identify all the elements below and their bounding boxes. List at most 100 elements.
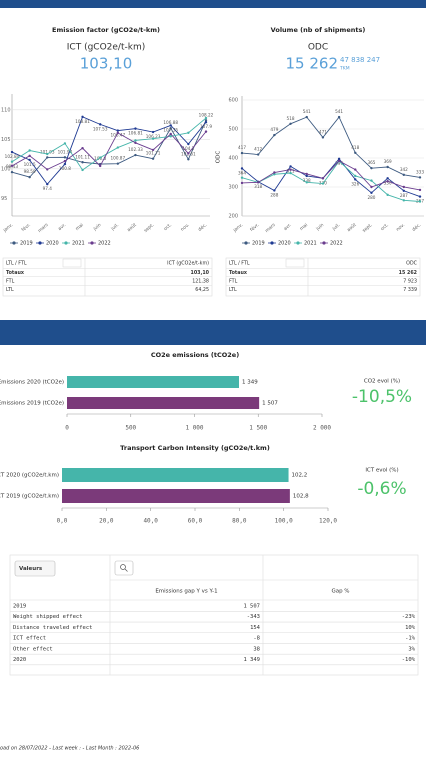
point bbox=[305, 174, 308, 178]
x-tick-label: 1 500 bbox=[249, 425, 267, 432]
legend-label[interactable]: 2020 bbox=[278, 241, 291, 247]
point bbox=[305, 181, 308, 184]
data-label: 330 bbox=[384, 180, 392, 185]
series-line bbox=[11, 120, 207, 178]
point bbox=[354, 151, 357, 154]
table-cell: 121,38 bbox=[192, 279, 209, 285]
data-label: 338 bbox=[303, 178, 311, 183]
point bbox=[418, 195, 422, 198]
point bbox=[63, 159, 67, 163]
point bbox=[289, 122, 292, 125]
point bbox=[337, 157, 341, 161]
data-label: 107.35 bbox=[163, 127, 178, 132]
x-tick-label: 120,0 bbox=[319, 518, 337, 525]
data-label: 412 bbox=[254, 147, 262, 152]
values-button[interactable] bbox=[14, 560, 56, 577]
table-cell: 3% bbox=[408, 646, 415, 652]
point bbox=[81, 146, 84, 150]
x-tick-label: 0,0 bbox=[57, 518, 68, 525]
data-label: 97.4 bbox=[43, 186, 53, 191]
point bbox=[321, 182, 325, 185]
y-tick-label: 600 bbox=[228, 98, 238, 104]
x-tick-label: mars bbox=[264, 222, 277, 234]
table-header: ICT (gCO2e/t-km) bbox=[167, 261, 209, 267]
values-button-label[interactable]: Valeurs bbox=[19, 566, 43, 572]
point bbox=[116, 162, 120, 165]
point bbox=[273, 189, 276, 192]
data-label: 365 bbox=[367, 160, 375, 165]
data-label: 102.33 bbox=[128, 147, 143, 152]
table-header: ODC bbox=[406, 261, 417, 267]
table-cell: 1 349 bbox=[243, 657, 260, 663]
point bbox=[151, 157, 155, 160]
point bbox=[289, 171, 292, 175]
x-tick-label: 40,0 bbox=[143, 518, 158, 525]
legend-label[interactable]: 2021 bbox=[304, 241, 317, 247]
x-tick-label: 2 000 bbox=[313, 425, 331, 432]
point bbox=[321, 177, 325, 180]
legend-label[interactable]: 2019 bbox=[20, 241, 33, 247]
chart-title: CO2e emissions (tCO2e) bbox=[151, 351, 239, 359]
point bbox=[354, 168, 357, 171]
search-box[interactable] bbox=[114, 560, 134, 576]
x-tick-label: oct. bbox=[163, 222, 173, 232]
point bbox=[134, 127, 137, 130]
legend-label[interactable]: 2021 bbox=[72, 241, 85, 247]
point bbox=[305, 115, 308, 119]
table-cell: -10% bbox=[402, 657, 416, 663]
legend-label[interactable]: 2022 bbox=[98, 241, 111, 247]
x-tick-label: sept. bbox=[143, 222, 155, 234]
table-header: LTL / FTL bbox=[229, 261, 250, 267]
category-label: ICT 2019 (gCO2e/t.km) bbox=[0, 494, 59, 500]
legend-label[interactable]: 2020 bbox=[46, 241, 59, 247]
x-tick-label: avr. bbox=[57, 222, 67, 232]
series-line bbox=[241, 116, 421, 178]
point bbox=[240, 151, 244, 155]
point bbox=[204, 130, 208, 133]
category-label: Emissions 2019 (tCO2e) bbox=[0, 401, 64, 407]
point bbox=[402, 189, 406, 192]
x-tick-label: avr. bbox=[283, 222, 293, 232]
search-box[interactable] bbox=[62, 258, 82, 268]
point bbox=[151, 148, 155, 152]
data-label: 541 bbox=[335, 109, 343, 114]
value-label: 1 349 bbox=[242, 380, 258, 386]
x-tick-label: févr. bbox=[20, 221, 32, 233]
data-label: 108.81 bbox=[75, 119, 90, 124]
table-header: Gap % bbox=[331, 589, 349, 595]
search-box[interactable] bbox=[285, 258, 305, 268]
legend-label[interactable]: 2022 bbox=[330, 241, 343, 247]
table-frame bbox=[9, 554, 419, 676]
data-label: 471 bbox=[319, 129, 327, 134]
data-label: 101.93 bbox=[40, 149, 55, 154]
data-label: 100.8 bbox=[59, 166, 71, 171]
table-cell: 10% bbox=[405, 625, 416, 631]
panel-secondary-unit: TKM bbox=[339, 66, 350, 72]
y-tick-label: 400 bbox=[228, 156, 238, 162]
data-label: 101.11 bbox=[75, 154, 90, 159]
data-label: 371 bbox=[287, 168, 295, 173]
point bbox=[256, 181, 260, 184]
x-tick-label: juil. bbox=[109, 222, 120, 232]
footer: oad on 28/07/2022 - Last week : - Last M… bbox=[0, 746, 139, 752]
point bbox=[240, 167, 244, 170]
series-line bbox=[241, 160, 421, 202]
x-tick-label: déc. bbox=[196, 221, 208, 232]
legend-label[interactable]: 2019 bbox=[252, 241, 265, 247]
point bbox=[402, 199, 406, 202]
data-label: 101.94 bbox=[58, 149, 73, 154]
y-axis-label: ODC bbox=[216, 151, 222, 164]
y-tick-label: 105 bbox=[1, 137, 11, 143]
table-cell: Totaux bbox=[6, 270, 25, 276]
x-tick-label: mai bbox=[299, 222, 309, 232]
series-line bbox=[241, 160, 421, 191]
point bbox=[46, 182, 49, 186]
category-label: ICT 2020 (gCO2e/t.km) bbox=[0, 473, 59, 479]
data-label: 418 bbox=[351, 145, 359, 150]
point bbox=[418, 188, 422, 192]
x-tick-label: janv. bbox=[231, 222, 244, 234]
data-label: 106.88 bbox=[163, 120, 178, 125]
panel-subtitle: ODC bbox=[308, 43, 328, 53]
category-label: Emissions 2020 (tCO2e) bbox=[0, 380, 64, 386]
x-tick-label: juin bbox=[92, 222, 103, 233]
